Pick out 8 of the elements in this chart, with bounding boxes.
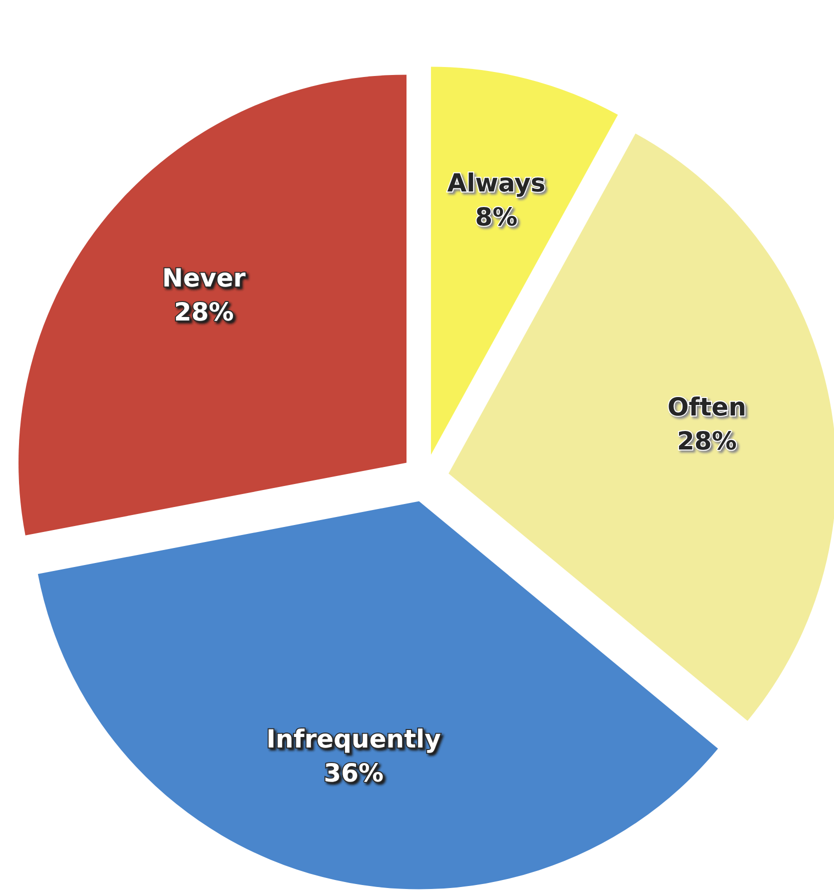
- data-label: 36%: [324, 758, 384, 788]
- slice-label: Often: [667, 392, 746, 422]
- data-label: 8%: [475, 202, 518, 232]
- slice-label: Always: [447, 168, 546, 198]
- data-label: 28%: [676, 426, 737, 456]
- slice-label: Infrequently: [266, 724, 441, 754]
- data-label: 28%: [174, 298, 234, 327]
- slice-label: Never: [162, 264, 246, 293]
